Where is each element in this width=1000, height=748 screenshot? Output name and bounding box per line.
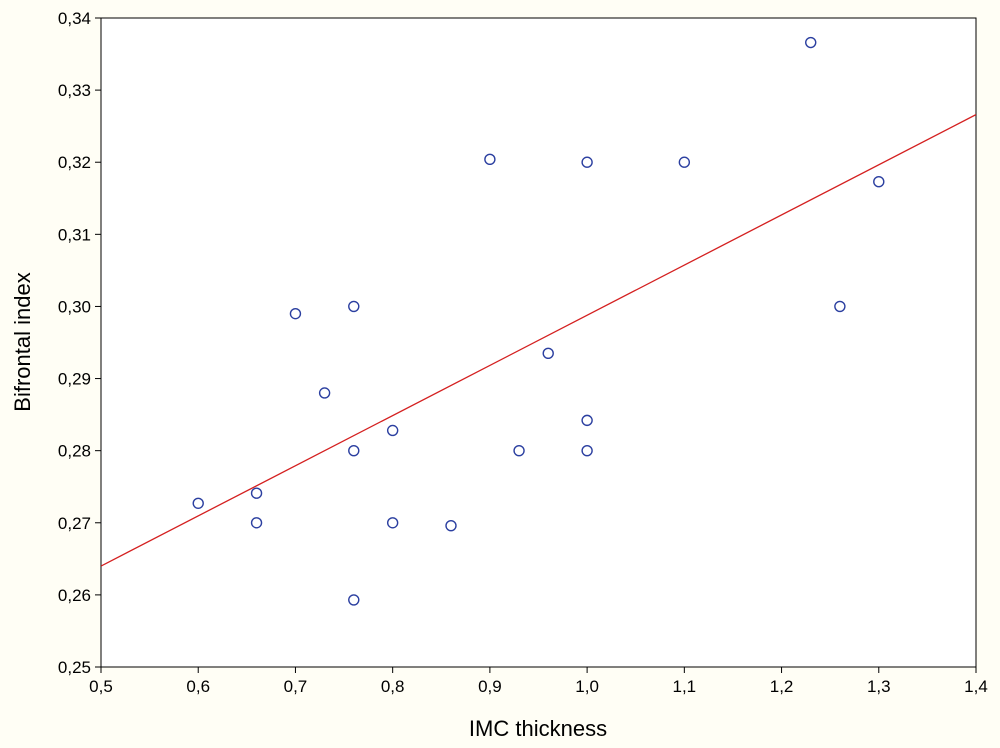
- regression-line: [101, 114, 976, 567]
- x-tick-label: 1,2: [770, 677, 794, 696]
- data-point: [348, 300, 360, 313]
- x-tick-label: 0,6: [186, 677, 210, 696]
- y-tick-label: 0,32: [58, 153, 91, 172]
- y-axis-title: Bifrontal index: [10, 272, 35, 411]
- data-points: [192, 36, 885, 606]
- data-point: [445, 519, 457, 532]
- x-tick-label: 0,9: [478, 677, 502, 696]
- data-point: [250, 487, 263, 499]
- x-tick-label: 0,7: [284, 677, 308, 696]
- y-tick-label: 0,29: [58, 370, 91, 389]
- data-point: [513, 444, 525, 457]
- data-point: [348, 444, 360, 457]
- x-tick-label: 1,1: [673, 677, 697, 696]
- y-tick-label: 0,31: [58, 225, 91, 244]
- regression-line-layer: [101, 114, 976, 567]
- x-axis-title: IMC thickness: [469, 716, 607, 741]
- data-point: [834, 300, 846, 313]
- data-point: [581, 156, 593, 168]
- data-point: [250, 517, 263, 529]
- y-tick-label: 0,26: [58, 586, 91, 605]
- data-point: [484, 153, 496, 166]
- data-point: [348, 594, 360, 606]
- x-tick-label: 0,8: [381, 677, 405, 696]
- x-tick-label: 1,0: [575, 677, 599, 696]
- data-point: [873, 175, 885, 188]
- data-point: [805, 36, 817, 49]
- y-tick-label: 0,30: [58, 297, 91, 316]
- data-point: [678, 156, 691, 168]
- y-tick-label: 0,25: [58, 658, 91, 677]
- x-tick-label: 1,3: [867, 677, 891, 696]
- data-point: [318, 387, 331, 399]
- plot-area: [100, 17, 977, 668]
- y-tick-label: 0,34: [58, 9, 91, 28]
- y-tick-label: 0,27: [58, 514, 91, 533]
- data-point: [289, 307, 302, 320]
- x-axis: 0,5 0,6 0,7 0,8 0,9 1,0 1,1 1,2 1,3 1,4: [89, 667, 988, 696]
- data-point: [581, 444, 593, 457]
- data-point: [581, 414, 593, 427]
- x-tick-label: 1,4: [964, 677, 988, 696]
- y-tick-label: 0,33: [58, 81, 91, 100]
- y-axis: 0,25 0,26 0,27 0,28 0,29 0,30 0,31 0,32 0,33 0,34: [58, 9, 101, 677]
- data-point: [192, 497, 204, 510]
- x-tick-label: 0,5: [89, 677, 113, 696]
- data-point: [386, 517, 399, 529]
- data-point: [542, 347, 554, 360]
- data-point: [386, 424, 399, 437]
- y-tick-label: 0,28: [58, 442, 91, 461]
